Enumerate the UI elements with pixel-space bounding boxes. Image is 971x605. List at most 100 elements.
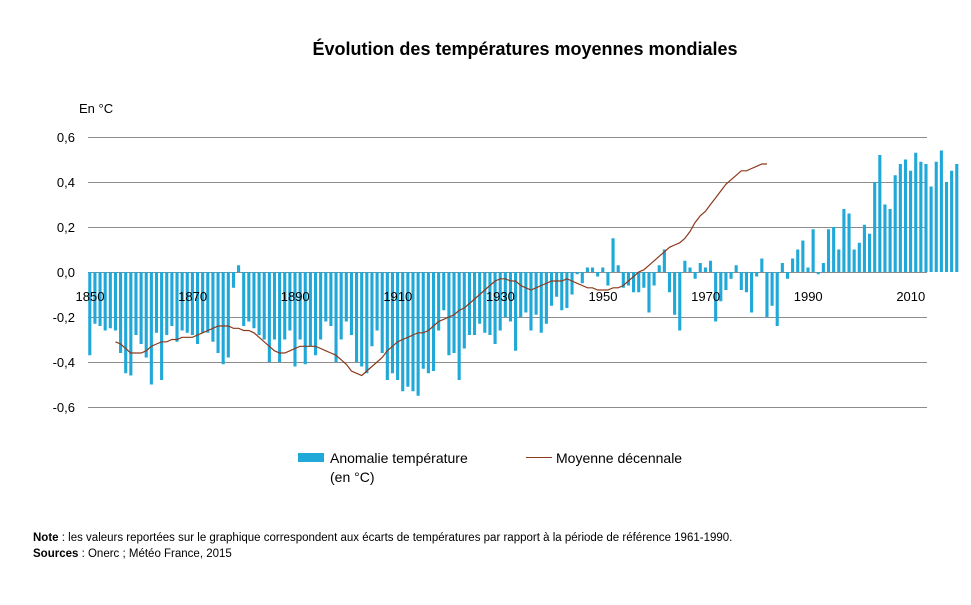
anomaly-bar [442, 272, 446, 311]
anomaly-bar [360, 272, 364, 367]
anomaly-bar [924, 164, 928, 272]
anomaly-bar [606, 272, 610, 286]
anomaly-bar [483, 272, 487, 333]
anomaly-bar [637, 272, 641, 293]
anomaly-bar [421, 272, 425, 369]
note-line: Note : les valeurs reportées sur le grap… [33, 530, 732, 546]
x-tick-label: 1850 [76, 289, 105, 304]
anomaly-bar [478, 272, 482, 324]
chart-title: Évolution des températures moyennes mond… [312, 39, 738, 59]
anomaly-bar [893, 175, 897, 272]
anomaly-bar [765, 272, 769, 317]
anomaly-bar [934, 161, 938, 272]
anomaly-bar [898, 164, 902, 272]
anomaly-bar [714, 272, 718, 322]
legend-swatch-line [526, 456, 552, 458]
anomaly-bar [396, 272, 400, 380]
anomaly-bar [278, 272, 282, 362]
anomaly-bar [339, 272, 343, 340]
anomaly-bar [647, 272, 651, 313]
y-tick-label: -0,6 [53, 400, 75, 415]
sources-line: Sources : Onerc ; Météo France, 2015 [33, 546, 732, 562]
anomaly-bar [119, 272, 123, 353]
anomaly-bar [703, 267, 707, 272]
anomaly-bars [88, 150, 959, 396]
anomaly-bar [93, 272, 97, 324]
anomaly-bar [165, 272, 169, 335]
anomaly-bar [847, 213, 851, 272]
anomaly-bar [108, 272, 112, 329]
x-tick-label: 1990 [794, 289, 823, 304]
anomaly-bar [667, 272, 672, 293]
anomaly-bar [688, 267, 692, 272]
anomaly-bar [175, 272, 179, 342]
anomaly-bar [575, 272, 579, 275]
anomaly-bar [473, 272, 477, 335]
anomaly-bar [134, 272, 138, 335]
anomaly-bar [457, 272, 461, 380]
anomaly-bar [775, 272, 779, 326]
legend-item-decadal-mean: Moyenne décennale [526, 449, 682, 468]
anomaly-bar [852, 249, 856, 272]
x-tick-label: 1910 [383, 289, 412, 304]
anomaly-bar [601, 267, 605, 272]
anomaly-bar [534, 272, 538, 315]
anomaly-bar [401, 272, 405, 392]
anomaly-bar [678, 272, 682, 331]
x-tick-label: 1970 [691, 289, 720, 304]
anomaly-bar [493, 272, 497, 344]
anomaly-bar [313, 272, 318, 356]
anomaly-bar [267, 272, 271, 362]
anomaly-bar [390, 272, 395, 374]
anomaly-bar [662, 249, 666, 272]
footnotes: Note : les valeurs reportées sur le grap… [33, 530, 732, 562]
legend-label-anomaly-line2: (en °C) [330, 469, 375, 485]
anomaly-bar [124, 272, 128, 374]
anomaly-bar [939, 150, 943, 272]
anomaly-bar [180, 272, 184, 331]
anomaly-bar [862, 224, 866, 272]
anomaly-bar [272, 272, 277, 340]
anomaly-bar [919, 161, 923, 272]
anomaly-bar [154, 272, 159, 333]
legend-label-anomaly-line1: Anomalie température [330, 450, 468, 466]
anomaly-bar [431, 272, 436, 371]
anomaly-bar [113, 272, 117, 331]
anomaly-bar [370, 272, 374, 347]
anomaly-bar [729, 272, 733, 279]
legend-label-decadal-mean: Moyenne décennale [556, 450, 683, 466]
anomaly-bar [170, 272, 174, 326]
anomaly-bar [909, 170, 913, 272]
anomaly-bar [349, 272, 353, 335]
anomaly-bar [632, 272, 636, 293]
anomaly-bar [724, 272, 728, 290]
x-tick-label: 1930 [486, 289, 515, 304]
anomaly-bar [529, 272, 533, 331]
anomaly-bar [652, 272, 656, 286]
anomaly-bar [334, 272, 338, 362]
anomaly-bar [683, 260, 687, 272]
note-text: : les valeurs reportées sur le graphique… [58, 532, 733, 544]
anomaly-bar [380, 272, 384, 353]
anomaly-bar [303, 272, 307, 365]
anomaly-bar [832, 227, 836, 272]
anomaly-bar [560, 272, 564, 311]
anomaly-bar [308, 272, 312, 347]
legend-item-anomaly: Anomalie température (en °C) [298, 449, 468, 487]
anomaly-bar [549, 272, 554, 306]
anomaly-bar [247, 272, 251, 322]
anomaly-bar [524, 272, 528, 313]
anomaly-bar [221, 272, 225, 365]
anomaly-bar [231, 272, 235, 288]
y-axis-unit-label: En °C [79, 101, 114, 116]
y-tick-label: 0,6 [57, 130, 75, 145]
anomaly-bar [806, 267, 810, 272]
anomaly-bar [914, 152, 918, 272]
anomaly-bar [216, 272, 220, 353]
anomaly-bar [201, 272, 205, 333]
anomaly-bar [744, 272, 748, 293]
anomaly-bar [770, 272, 774, 306]
anomaly-bar [888, 209, 892, 272]
anomaly-bar [816, 272, 820, 275]
anomaly-bar [878, 155, 882, 272]
